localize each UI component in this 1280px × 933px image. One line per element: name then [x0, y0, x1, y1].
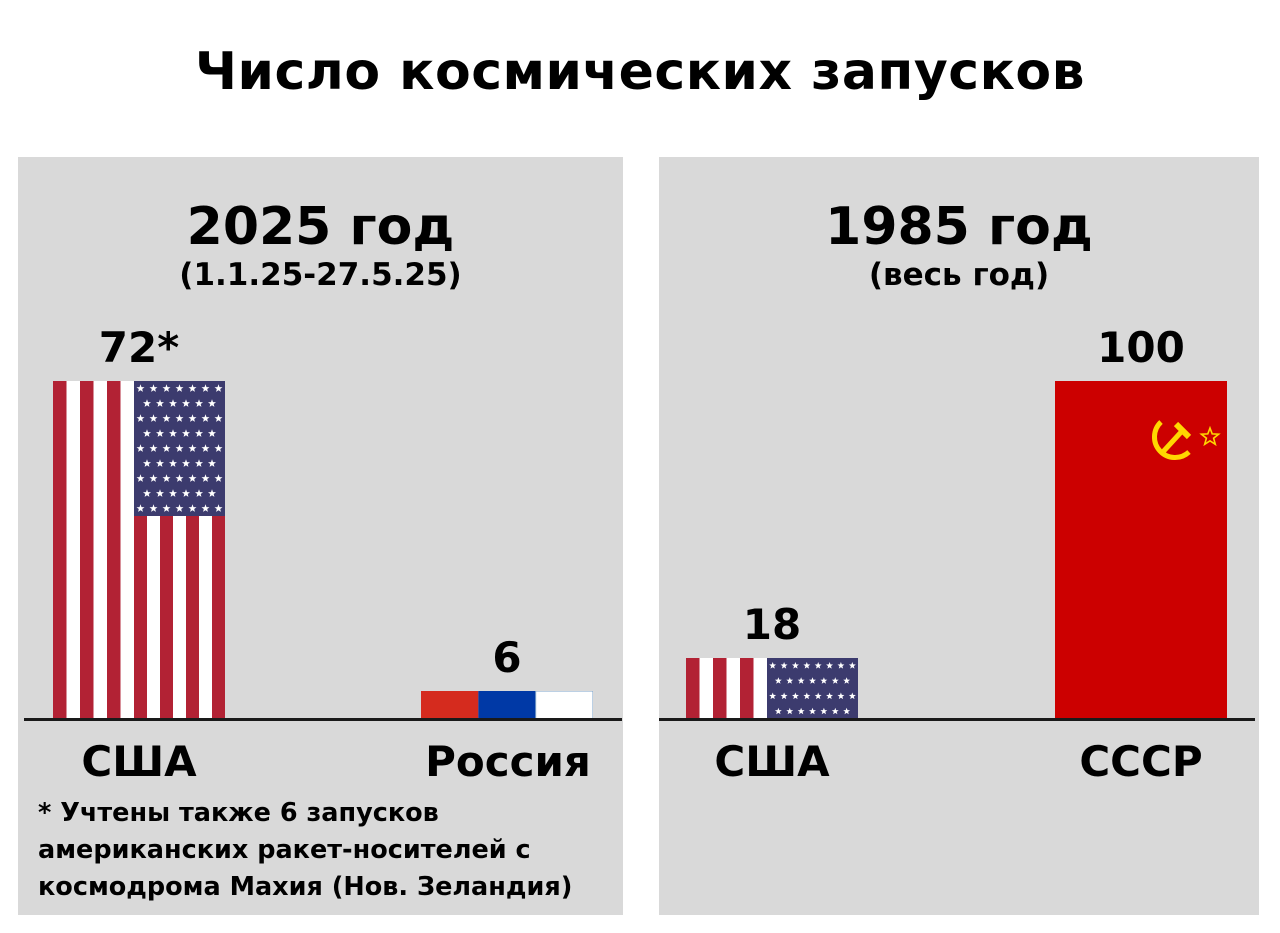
bar-value-label-ussr-1985: 100: [1097, 323, 1185, 372]
panel-1985-subtitle: (весь год): [868, 257, 1050, 293]
bar-russia-2025: [421, 691, 593, 719]
category-label-usa-1985: США: [714, 737, 830, 786]
panel-2025-title: 2025 год: [186, 197, 455, 257]
ussr-flag-icon: [1055, 381, 1227, 719]
panel-1985: 1985 год (весь год) 18 100 США СССР: [659, 157, 1259, 915]
bar-ussr-1985: [1055, 381, 1227, 719]
category-label-usa-2025: США: [81, 737, 197, 786]
footnote: * Учтены также 6 запусков американских р…: [38, 798, 573, 902]
category-label-russia-2025: Россия: [425, 737, 591, 786]
us-flag-icon: [53, 381, 225, 719]
bar-usa-1985: [686, 658, 858, 719]
baseline-1985: [659, 718, 1255, 721]
panel-1985-title: 1985 год: [825, 197, 1093, 257]
panel-2025: 2025 год (1.1.25-27.5.25) 72* 6 США Росс…: [18, 157, 623, 915]
chart-title: Число космических запусков: [194, 42, 1086, 102]
category-label-ussr-1985: СССР: [1079, 737, 1203, 786]
bar-value-label-usa-1985: 18: [742, 600, 802, 649]
bar-value-label-russia-2025: 6: [492, 633, 522, 682]
us-flag-icon: [686, 658, 858, 719]
panel-2025-subtitle: (1.1.25-27.5.25): [179, 257, 462, 293]
bar-value-label-usa-2025: 72*: [98, 323, 180, 372]
russia-flag-icon: [421, 691, 593, 719]
bar-usa-2025: [53, 381, 225, 719]
baseline-2025: [24, 718, 622, 721]
